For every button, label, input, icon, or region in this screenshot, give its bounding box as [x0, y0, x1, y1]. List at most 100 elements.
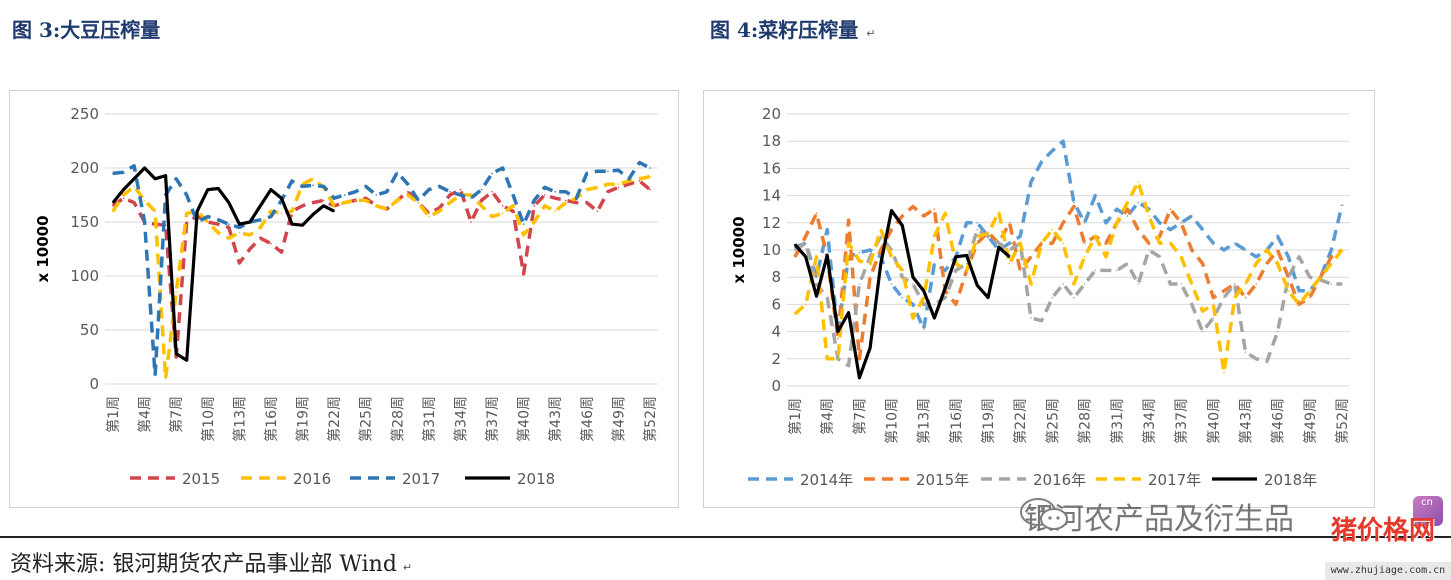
- data-point: [1180, 222, 1182, 224]
- data-point: [122, 194, 125, 196]
- site-brand: 猪价格网: [1331, 516, 1436, 546]
- site-watermark-badge: cn 猪价格网 www.zhujiage.com.cn: [1325, 496, 1451, 580]
- data-point: [944, 269, 946, 272]
- y-tick-label: 2: [771, 350, 781, 368]
- data-point: [1051, 149, 1054, 152]
- series-line-2017年: [793, 180, 1344, 375]
- data-point: [1330, 249, 1333, 251]
- data-point: [438, 207, 441, 209]
- data-point: [270, 215, 272, 218]
- data-point: [1062, 222, 1064, 224]
- data-point: [1126, 215, 1129, 217]
- data-point: [1298, 303, 1300, 306]
- data-point: [880, 228, 882, 231]
- x-tick-label: 第37周: [484, 396, 501, 442]
- data-point: [1330, 283, 1333, 285]
- data-point: [965, 222, 968, 224]
- soybean-crush-chart-svg: 050100150200250x 10000第1周 第4周 第7周 第10周 第13周第…: [34, 105, 659, 488]
- data-point: [1341, 249, 1343, 251]
- data-point: [312, 184, 314, 187]
- paragraph-return-mark: ↵: [402, 561, 413, 574]
- x-tick-label: 第37周: [1173, 398, 1190, 444]
- legend-label: 2015年: [916, 471, 969, 489]
- data-point: [1191, 283, 1193, 285]
- data-point: [270, 242, 272, 245]
- data-point: [1137, 228, 1140, 231]
- data-point: [1126, 208, 1129, 210]
- data-point: [1266, 360, 1268, 363]
- x-tick-label: 第7周: [851, 398, 868, 435]
- data-point: [185, 212, 188, 215]
- data-point: [628, 180, 630, 182]
- data-point: [1008, 222, 1011, 224]
- y-tick-label: 50: [80, 321, 99, 339]
- data-point: [491, 215, 493, 218]
- data-point: [1008, 242, 1011, 244]
- data-point: [912, 303, 914, 306]
- data-point: [965, 254, 968, 257]
- y-tick-label: 200: [70, 159, 99, 177]
- data-point: [815, 256, 818, 258]
- rapeseed-crush-chart-svg: 0 2 4 6 8 10 12 14 16 18 20 x 10000 第1周 第4周 第7周 第10周 第13…: [730, 105, 1351, 489]
- data-point: [175, 356, 177, 358]
- data-point: [1212, 317, 1215, 319]
- data-point: [122, 188, 125, 191]
- data-point: [1191, 303, 1193, 306]
- data-point: [164, 174, 167, 177]
- y-tick-label: 0: [771, 377, 781, 395]
- data-point: [501, 167, 504, 169]
- data-point: [333, 205, 335, 207]
- wechat-watermark: 银河农产品及衍生品: [1018, 494, 1348, 538]
- x-tick-label: 第10周: [884, 398, 901, 444]
- data-point: [1051, 242, 1054, 244]
- data-point: [815, 276, 818, 278]
- data-point: [280, 251, 283, 254]
- data-point: [1030, 283, 1032, 285]
- legend-label: 2018年: [1264, 471, 1317, 489]
- data-point: [217, 187, 220, 190]
- y-tick-label: 150: [70, 213, 99, 231]
- data-point: [175, 352, 177, 355]
- data-point: [638, 178, 641, 180]
- data-point: [1244, 249, 1247, 251]
- data-point: [133, 185, 135, 188]
- data-point: [1019, 242, 1022, 244]
- data-point: [1341, 283, 1343, 285]
- data-point: [133, 165, 135, 167]
- data-point: [143, 167, 146, 169]
- data-point: [1309, 296, 1311, 299]
- data-point: [794, 313, 796, 315]
- data-point: [649, 175, 651, 178]
- data-point: [1105, 222, 1107, 224]
- data-point: [1223, 296, 1225, 299]
- data-point: [143, 199, 146, 202]
- data-point: [217, 219, 220, 221]
- data-point: [933, 317, 936, 319]
- data-point: [417, 199, 420, 202]
- data-point: [228, 223, 230, 225]
- data-point: [112, 205, 114, 207]
- data-point: [228, 226, 230, 229]
- data-point: [1051, 228, 1054, 231]
- site-logo-text: cn: [1421, 497, 1433, 508]
- data-point: [238, 223, 241, 225]
- watermark-text: 银河农产品及衍生品: [1024, 502, 1294, 537]
- data-point: [847, 242, 850, 244]
- data-point: [1019, 235, 1022, 238]
- data-point: [1191, 249, 1193, 251]
- series-line-2017: [112, 160, 651, 378]
- data-point: [364, 199, 367, 202]
- data-point: [1083, 222, 1086, 224]
- data-point: [206, 188, 209, 191]
- data-point: [869, 276, 871, 278]
- data-point: [607, 183, 609, 185]
- data-point: [112, 201, 114, 204]
- data-point: [301, 224, 304, 227]
- data-point: [1212, 303, 1215, 306]
- data-point: [638, 180, 641, 182]
- data-point: [154, 210, 156, 212]
- data-point: [628, 178, 630, 180]
- x-tick-label: 第43周: [547, 396, 564, 442]
- y-tick-label: 100: [70, 267, 99, 285]
- data-point: [1040, 319, 1043, 322]
